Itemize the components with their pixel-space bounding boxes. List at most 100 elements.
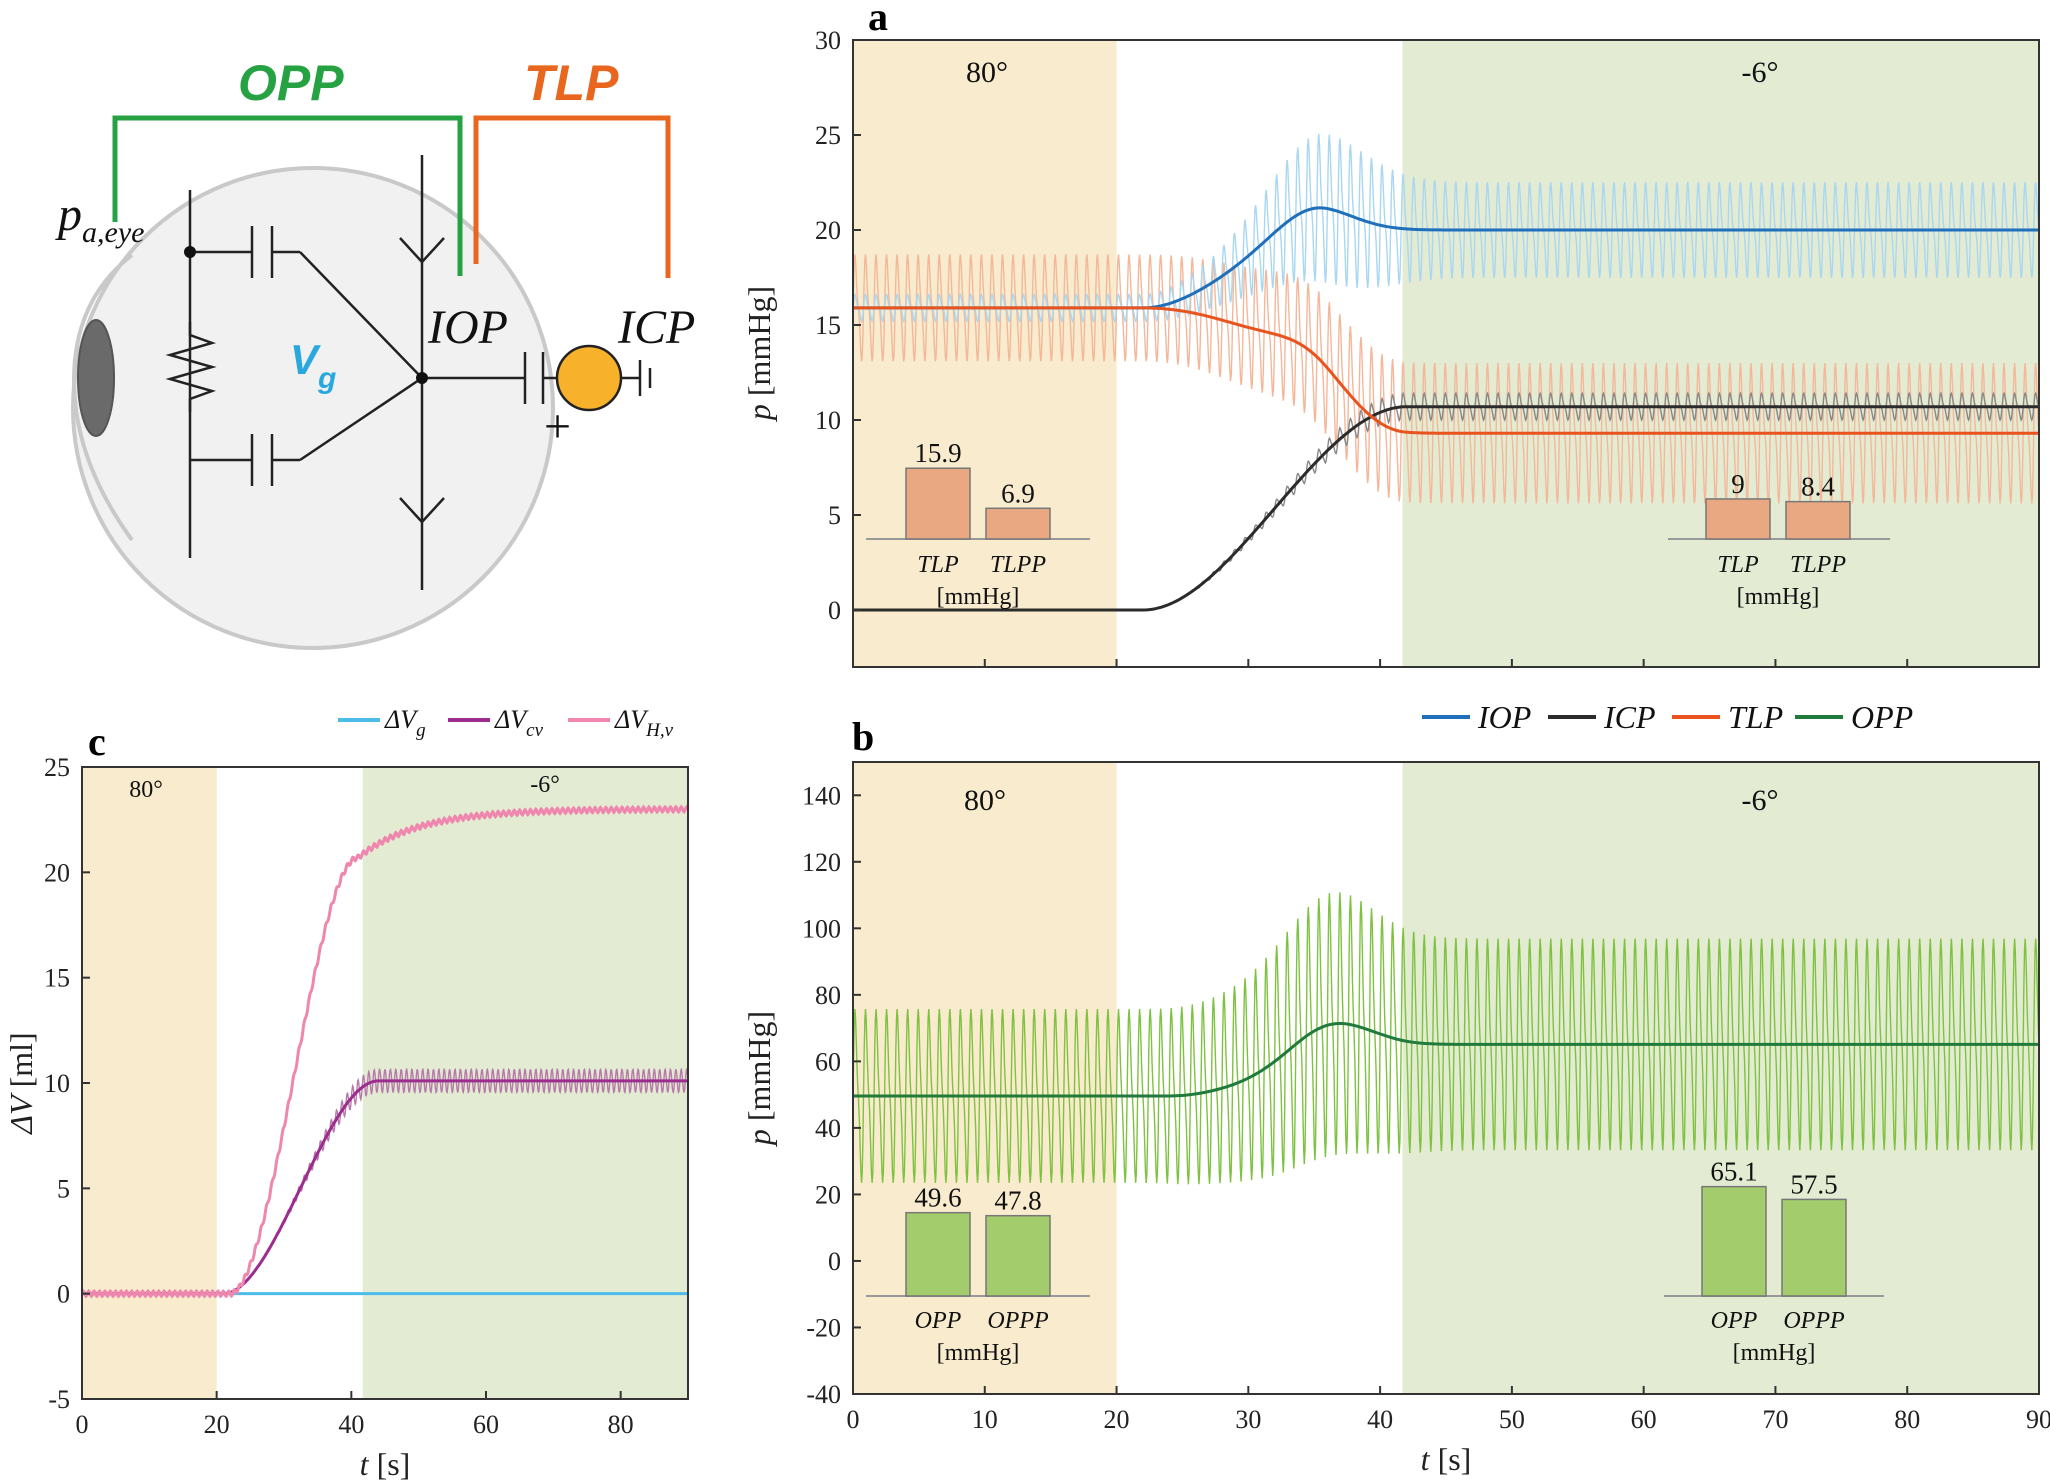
inset-bar-opp xyxy=(905,1211,971,1297)
panel-a-phase-minus6 xyxy=(1402,40,2039,667)
panel-a-icp-line xyxy=(853,405,2039,612)
panel-c-yticks: -5 0 5 10 15 20 25 xyxy=(44,753,90,1414)
panel-b-yticks: -40 -20 0 20 40 60 80 100 120 140 xyxy=(802,781,861,1409)
inset-value: 9 xyxy=(1731,469,1745,499)
panel-b-phase-minus6 xyxy=(1402,762,2039,1394)
ytick-label: 10 xyxy=(815,406,841,435)
panel-a-label: a xyxy=(868,0,888,39)
panel-b-ylabel: p [mmHg] xyxy=(741,1011,777,1147)
inset-unit: [mmHg] xyxy=(1737,584,1820,610)
ytick-label: -40 xyxy=(806,1380,841,1409)
xtick-label: 20 xyxy=(1104,1405,1130,1434)
panel-b-inset-left: 49.6 47.8 OPP OPPP [mmHg] xyxy=(866,1183,1090,1366)
inset-value: 8.4 xyxy=(1801,472,1835,502)
ytick-label: 20 xyxy=(815,1180,841,1209)
legend-label-iop: IOP xyxy=(1477,699,1531,735)
tlp-bracket xyxy=(473,115,671,278)
ytick-label: 25 xyxy=(44,753,70,782)
ytick-label: 5 xyxy=(828,501,841,530)
inset-category: OPP xyxy=(915,1308,962,1334)
xtick-label: 20 xyxy=(204,1410,230,1439)
ytick-label: 15 xyxy=(815,311,841,340)
inset-value: 49.6 xyxy=(914,1183,961,1213)
ytick-label: 40 xyxy=(815,1114,841,1143)
inset-bar-oppp xyxy=(1781,1198,1847,1297)
circuit-diagram: OPP TLP pa,eye xyxy=(55,55,695,650)
cornea-outline xyxy=(71,253,134,542)
legend-label-opp: OPP xyxy=(1851,699,1913,735)
ytick-label: 80 xyxy=(815,981,841,1010)
xtick-label: 30 xyxy=(1235,1405,1261,1434)
xtick-label: 40 xyxy=(338,1410,364,1439)
ytick-label: 0 xyxy=(828,1247,841,1276)
ytick-label: 25 xyxy=(815,121,841,150)
legend-label-tlp: TLP xyxy=(1728,699,1783,735)
inset-category: TLP xyxy=(1717,552,1759,578)
xtick-label: 80 xyxy=(1894,1405,1920,1434)
panel-b-xticks: 0 10 20 30 40 50 60 70 80 90 xyxy=(847,1386,2050,1434)
panel-a: 80° -6° 15.9 6.9 TLP TLPP [mmHg] 9 8.4 T… xyxy=(741,0,2040,668)
inset-value: 47.8 xyxy=(994,1186,1041,1216)
inset-bar-oppp xyxy=(985,1214,1051,1297)
plus-sign: + xyxy=(544,400,571,453)
inset-value: 57.5 xyxy=(1790,1169,1837,1199)
opp-bracket xyxy=(112,115,463,276)
inset-category: TLP xyxy=(917,552,959,578)
ytick-label: 5 xyxy=(57,1174,70,1203)
xtick-label: 60 xyxy=(473,1410,499,1439)
inset-unit: [mmHg] xyxy=(937,1340,1020,1366)
inset-bar-tlpp xyxy=(1785,500,1851,540)
inset-category: TLPP xyxy=(990,552,1046,578)
lens xyxy=(77,319,115,437)
panel-c-phase-80 xyxy=(82,767,217,1399)
panel-c-phase-minus6-label: -6° xyxy=(530,772,560,798)
iop-label: IOP xyxy=(427,301,508,354)
panel-b-inset-right: 65.1 57.5 OPP OPPP [mmHg] xyxy=(1664,1157,1884,1366)
panel-a-ylabel: p [mmHg] xyxy=(741,286,777,422)
ytick-label: 0 xyxy=(57,1280,70,1309)
node-pa-eye xyxy=(184,246,196,258)
panel-b-phase-80-label: 80° xyxy=(964,784,1006,817)
tlp-oscillation xyxy=(853,254,2039,504)
legend-label-dvcv: ΔVcv xyxy=(494,705,544,741)
panel-c-ylabel: ΔV [ml] xyxy=(3,1032,39,1135)
panel-c-label: c xyxy=(88,719,106,764)
ytick-label: 140 xyxy=(802,781,841,810)
panel-a-xtick-marks xyxy=(852,659,2040,667)
ytick-label: 30 xyxy=(815,26,841,55)
panel-c-xlabel: t [s] xyxy=(360,1446,411,1482)
panel-a-phase-80-label: 80° xyxy=(966,56,1008,89)
opp-oscillation xyxy=(853,892,2039,1185)
icp-label: ICP xyxy=(617,301,695,354)
panel-b-phase-minus6-label: -6° xyxy=(1742,784,1779,817)
pa-eye-label: pa,eye xyxy=(55,188,144,249)
inset-value: 15.9 xyxy=(914,438,961,468)
xtick-label: 10 xyxy=(972,1405,998,1434)
legend-label-dvg: ΔVg xyxy=(384,705,426,741)
panel-b-frame xyxy=(852,761,2040,1395)
eyeball xyxy=(71,166,555,650)
main-legend: IOP ICP TLP OPP xyxy=(1422,699,1913,735)
panel-b-phase-80 xyxy=(853,762,1117,1394)
xtick-label: 60 xyxy=(1631,1405,1657,1434)
panel-c-xticks: 0 20 40 60 80 xyxy=(76,1391,634,1439)
panel-a-frame xyxy=(852,39,2040,668)
ytick-label: 120 xyxy=(802,848,841,877)
inset-bar-tlp xyxy=(905,467,971,540)
legend-label-icp: ICP xyxy=(1603,699,1656,735)
panel-c-dvhv-line xyxy=(82,804,688,1299)
panel-a-tlp-line xyxy=(853,306,2039,435)
resistor xyxy=(165,322,217,412)
ytick-label: 0 xyxy=(828,596,841,625)
inset-value: 65.1 xyxy=(1710,1157,1757,1187)
panel-a-yticks: 0 5 10 15 20 25 30 xyxy=(815,26,861,625)
ytick-label: 20 xyxy=(815,216,841,245)
inset-bar-opp xyxy=(1701,1185,1767,1297)
panel-c-legend: ΔVg ΔVcv ΔVH,v xyxy=(338,705,674,741)
ytick-label: 15 xyxy=(44,964,70,993)
pressure-source xyxy=(555,344,623,412)
tlp-bracket-label: TLP xyxy=(524,55,619,111)
xtick-label: 80 xyxy=(608,1410,634,1439)
panel-b: 80° -6° 49.6 47.8 OPP OPPP [mmHg] 65.1 5… xyxy=(741,699,2050,1477)
